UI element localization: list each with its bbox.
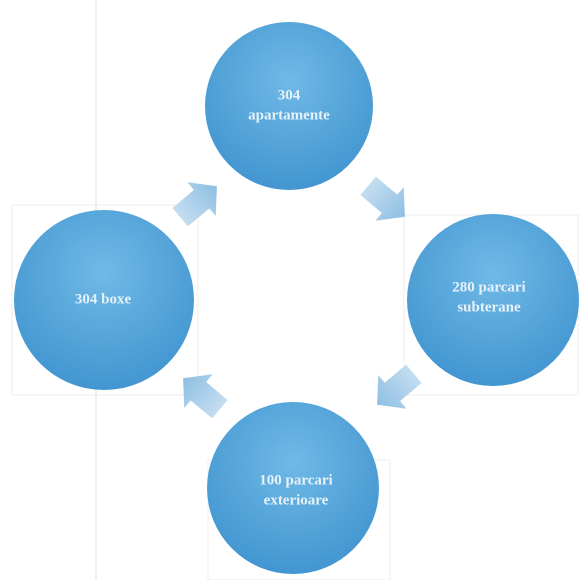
node-label: apartamente [248,107,330,123]
arrows [172,176,422,419]
node-circle [14,210,194,390]
node-label: 280 parcari [452,279,525,295]
node-circle [407,214,579,386]
node-label: exterioare [264,492,329,508]
node-label: 100 parcari [259,472,332,488]
node-label: 304 boxe [75,291,132,307]
arrow [377,364,422,409]
node-circle [207,402,379,574]
node-label: 304 [278,87,301,103]
arrow [183,374,228,419]
arrow [360,176,405,221]
node-label: subterane [457,299,521,315]
arrow [172,182,217,227]
node-circle [205,22,373,190]
frame [11,204,199,396]
